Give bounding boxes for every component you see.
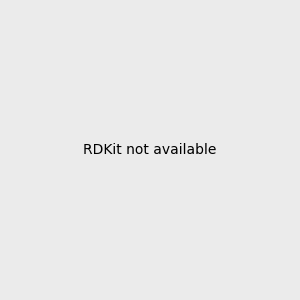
Text: RDKit not available: RDKit not available xyxy=(83,143,217,157)
